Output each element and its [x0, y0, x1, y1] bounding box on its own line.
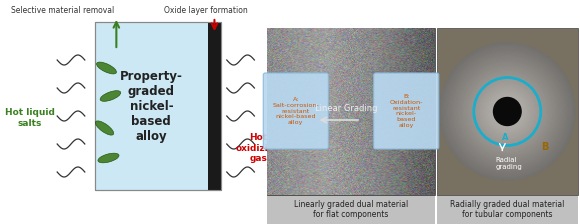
Circle shape [502, 106, 513, 117]
Circle shape [498, 102, 516, 121]
Text: A: A [502, 133, 509, 142]
Text: Selective material removal: Selective material removal [11, 6, 114, 15]
Circle shape [463, 67, 552, 156]
Circle shape [470, 74, 545, 149]
Circle shape [453, 57, 561, 166]
Circle shape [506, 110, 509, 113]
Bar [267, 195, 435, 224]
Circle shape [474, 78, 540, 145]
Circle shape [462, 66, 552, 157]
Bar [437, 28, 578, 195]
Circle shape [491, 95, 523, 127]
Circle shape [487, 91, 528, 132]
Circle shape [442, 45, 572, 178]
Circle shape [471, 75, 543, 148]
Circle shape [443, 46, 572, 177]
Circle shape [465, 68, 550, 155]
Circle shape [503, 107, 512, 116]
Circle shape [466, 69, 549, 154]
Text: B:
Oxidation-
resistant
nickel-
based
alloy: B: Oxidation- resistant nickel- based al… [390, 94, 423, 128]
Circle shape [456, 60, 558, 163]
Bar [267, 28, 435, 195]
Circle shape [473, 77, 541, 146]
Circle shape [454, 58, 560, 165]
Circle shape [445, 49, 570, 174]
Circle shape [444, 47, 571, 176]
Circle shape [468, 71, 547, 152]
Text: A:
Salt-corrosion-
resistant
nickel-based
alloy: A: Salt-corrosion- resistant nickel-base… [273, 97, 319, 125]
Circle shape [494, 98, 521, 125]
Circle shape [451, 54, 564, 169]
Circle shape [497, 101, 517, 122]
Circle shape [492, 97, 522, 126]
Circle shape [490, 93, 525, 130]
Text: Hot
oxidizing
gas: Hot oxidizing gas [235, 133, 281, 163]
Circle shape [472, 76, 542, 147]
Circle shape [490, 94, 524, 129]
FancyBboxPatch shape [374, 73, 439, 149]
Circle shape [450, 53, 565, 170]
Circle shape [496, 100, 519, 123]
Circle shape [504, 108, 510, 115]
Circle shape [460, 63, 554, 159]
Circle shape [461, 65, 553, 158]
FancyBboxPatch shape [263, 73, 328, 149]
Text: Linearly graded dual material
for flat components: Linearly graded dual material for flat c… [294, 200, 408, 219]
Circle shape [499, 103, 515, 120]
Bar [437, 195, 578, 224]
Circle shape [505, 109, 510, 114]
Circle shape [488, 92, 527, 131]
Circle shape [494, 97, 521, 125]
Circle shape [459, 62, 556, 161]
Circle shape [476, 80, 539, 144]
Circle shape [458, 61, 557, 162]
Text: Radially graded dual material
for tubular components: Radially graded dual material for tubula… [450, 200, 564, 219]
Circle shape [485, 89, 530, 134]
Bar [95, 22, 221, 190]
Text: Oxide layer formation: Oxide layer formation [164, 6, 248, 15]
Text: Hot liquid
salts: Hot liquid salts [5, 108, 55, 128]
Bar [95, 22, 221, 190]
Circle shape [484, 88, 531, 136]
Circle shape [448, 51, 567, 172]
Text: B: B [541, 142, 549, 151]
Text: Linear Grading: Linear Grading [315, 104, 378, 113]
Circle shape [452, 56, 563, 168]
Circle shape [449, 52, 566, 171]
Circle shape [467, 70, 548, 153]
Circle shape [483, 86, 532, 137]
Circle shape [501, 105, 514, 118]
Circle shape [469, 73, 546, 150]
Circle shape [480, 84, 534, 139]
Circle shape [447, 50, 568, 173]
Circle shape [479, 83, 535, 140]
Circle shape [486, 90, 529, 133]
Text: Radial
grading: Radial grading [495, 157, 522, 170]
Ellipse shape [100, 91, 121, 101]
Text: Property-
graded
nickel-
based
alloy: Property- graded nickel- based alloy [120, 69, 183, 142]
Circle shape [477, 81, 538, 142]
Circle shape [441, 44, 574, 179]
Circle shape [440, 43, 575, 180]
Ellipse shape [96, 62, 117, 74]
Circle shape [495, 99, 520, 124]
Circle shape [478, 82, 536, 141]
Ellipse shape [95, 121, 114, 135]
Ellipse shape [98, 153, 119, 163]
Circle shape [481, 85, 533, 138]
Bar [208, 22, 221, 190]
Circle shape [455, 59, 559, 164]
